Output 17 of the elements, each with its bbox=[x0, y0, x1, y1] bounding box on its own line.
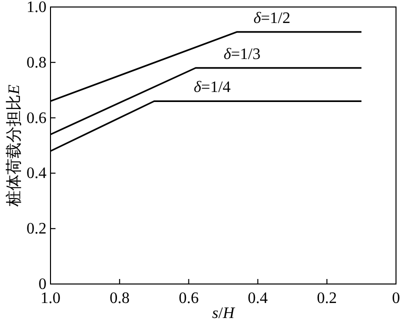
x-axis-title: s/H bbox=[212, 305, 236, 322]
x-tick-label: 0.4 bbox=[248, 290, 268, 307]
x-tick-label: 0.8 bbox=[110, 290, 130, 307]
y-tick-label: 0 bbox=[38, 276, 46, 293]
x-tick-label: 1.0 bbox=[40, 290, 60, 307]
y-tick-label: 0.4 bbox=[26, 165, 46, 182]
y-axis-title: 桩体荷载分担比E bbox=[5, 84, 23, 208]
x-tick-label: 0.6 bbox=[178, 290, 199, 307]
y-tick-label: 1.0 bbox=[26, 0, 46, 16]
x-tick-label: 0.2 bbox=[316, 290, 337, 307]
series-label: δ=1/4 bbox=[194, 79, 231, 96]
series-label: δ=1/3 bbox=[224, 46, 260, 63]
series-label: δ=1/2 bbox=[253, 10, 290, 27]
y-tick-label: 0.2 bbox=[26, 220, 46, 238]
y-tick-label: 0.6 bbox=[26, 110, 46, 127]
y-tick-label: 0.8 bbox=[26, 54, 46, 72]
x-tick-label: 0 bbox=[392, 290, 400, 307]
